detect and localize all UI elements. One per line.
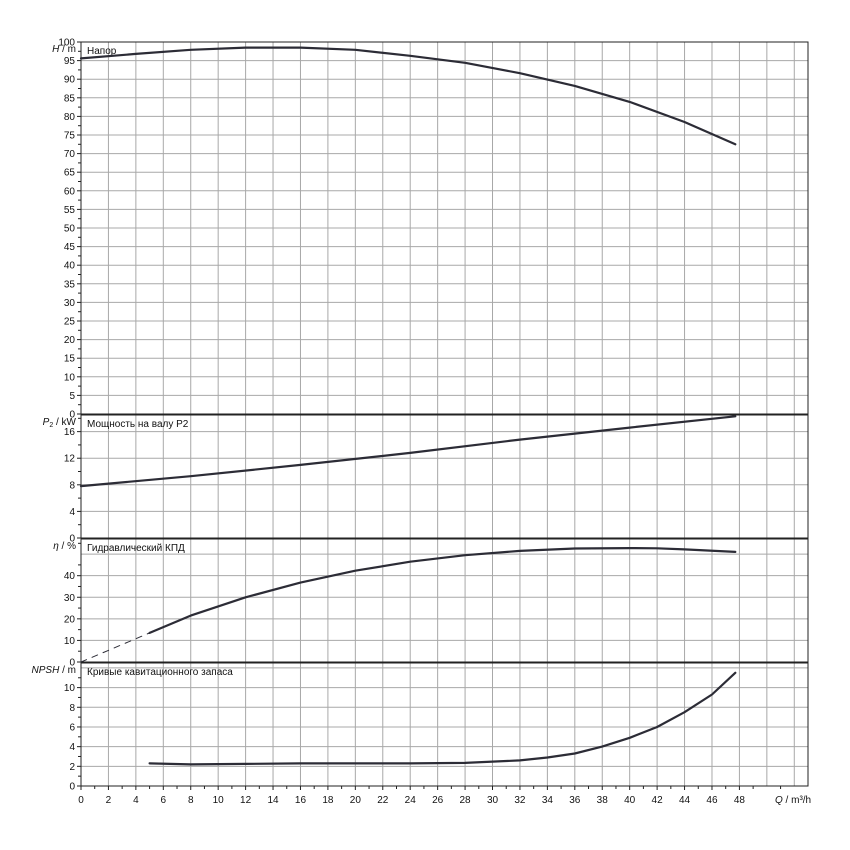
- x-tick-label: 20: [350, 795, 362, 806]
- x-tick-label: 0: [78, 795, 84, 806]
- x-tick-label: 36: [569, 795, 581, 806]
- y-tick-label: 6: [69, 722, 75, 733]
- x-tick-label: 42: [652, 795, 664, 806]
- y-tick-label: 55: [64, 205, 76, 216]
- y-tick-label: 20: [64, 335, 76, 346]
- y-axis-unit: / m: [59, 44, 76, 55]
- series-line: [148, 671, 737, 766]
- y-tick-label: 95: [64, 56, 76, 67]
- y-tick-label: 16: [64, 427, 76, 438]
- y-tick-label: 5: [69, 391, 75, 402]
- y-tick-label: 10: [64, 683, 76, 694]
- x-tick-label: 4: [133, 795, 139, 806]
- y-tick-label: 35: [64, 279, 76, 290]
- y-axis-symbol: η: [53, 541, 59, 552]
- y-axis-unit: / %: [59, 541, 76, 552]
- series-line: [79, 46, 737, 146]
- y-tick-label: 90: [64, 75, 76, 86]
- series-line-dashed: [80, 632, 151, 663]
- x-tick-label: 30: [487, 795, 499, 806]
- panel-title: Мощность на валу P2: [87, 419, 189, 430]
- x-tick-label: 2: [106, 795, 112, 806]
- y-tick-label: 4: [69, 507, 75, 518]
- y-tick-label: 10: [64, 372, 76, 383]
- x-tick-label: 46: [706, 795, 718, 806]
- panel-frame: [80, 538, 809, 663]
- x-tick-label: 48: [734, 795, 746, 806]
- x-tick-label: 24: [405, 795, 417, 806]
- y-tick-label: 4: [69, 742, 75, 753]
- y-tick-label: 8: [69, 480, 75, 491]
- y-tick-label: 2: [69, 762, 75, 773]
- y-tick-label: 70: [64, 149, 76, 160]
- y-tick-label: 50: [64, 224, 76, 235]
- x-tick-label: 12: [240, 795, 252, 806]
- y-axis-label: η / %: [53, 541, 76, 552]
- y-tick-label: 8: [69, 703, 75, 714]
- x-tick-label: 38: [597, 795, 609, 806]
- y-tick-label: 0: [69, 782, 75, 793]
- x-tick-label: 16: [295, 795, 307, 806]
- x-tick-label: 10: [213, 795, 225, 806]
- x-tick-label: 22: [377, 795, 389, 806]
- y-tick-label: 60: [64, 186, 76, 197]
- y-axis-unit: / m: [59, 665, 76, 676]
- x-tick-label: 18: [322, 795, 334, 806]
- x-tick-label: 44: [679, 795, 691, 806]
- x-tick-label: 28: [460, 795, 472, 806]
- y-axis-symbol: NPSH: [32, 665, 61, 676]
- y-tick-label: 30: [64, 298, 76, 309]
- y-axis-label: NPSH / m: [32, 665, 76, 676]
- y-tick-label: 20: [64, 614, 76, 625]
- y-tick-label: 25: [64, 317, 76, 328]
- y-tick-label: 40: [64, 261, 76, 272]
- y-tick-label: 0: [69, 534, 75, 545]
- x-axis-unit: / m³/h: [783, 795, 811, 806]
- x-tick-label: 8: [188, 795, 194, 806]
- panel-title: Кривые кавитационного запаса: [87, 667, 233, 678]
- panel-title: Гидравлический КПД: [87, 543, 185, 554]
- x-tick-label: 6: [161, 795, 167, 806]
- series-line: [79, 415, 737, 488]
- x-tick-label: 32: [514, 795, 526, 806]
- y-tick-label: 45: [64, 242, 76, 253]
- x-axis-symbol: Q: [775, 795, 783, 806]
- x-tick-label: 40: [624, 795, 636, 806]
- y-tick-label: 85: [64, 93, 76, 104]
- x-axis-label: Q / m³/h: [775, 795, 811, 806]
- y-tick-label: 40: [64, 571, 76, 582]
- y-axis-label: H / m: [52, 44, 76, 55]
- y-axis-label: P2 / kW: [43, 417, 77, 429]
- y-tick-label: 15: [64, 354, 76, 365]
- panel-frame: [80, 41, 809, 415]
- y-axis-symbol: H: [52, 44, 60, 55]
- y-axis-subscript: 2: [49, 422, 53, 429]
- x-tick-label: 14: [267, 795, 279, 806]
- y-tick-label: 0: [69, 410, 75, 421]
- y-tick-label: 12: [64, 454, 76, 465]
- y-tick-label: 100: [58, 38, 75, 49]
- y-tick-label: 0: [69, 658, 75, 669]
- panel-title: Напор: [87, 46, 117, 57]
- y-tick-label: 75: [64, 131, 76, 142]
- y-tick-label: 10: [64, 636, 76, 647]
- x-tick-label: 34: [542, 795, 554, 806]
- panel-frame: [80, 662, 809, 787]
- panel-frame: [80, 414, 809, 539]
- y-tick-label: 80: [64, 112, 76, 123]
- y-tick-label: 30: [64, 593, 76, 604]
- series-line: [148, 546, 737, 635]
- y-axis-unit: / kW: [53, 417, 76, 428]
- x-tick-label: 26: [432, 795, 444, 806]
- y-axis-symbol: P: [43, 417, 50, 428]
- y-tick-label: 65: [64, 168, 76, 179]
